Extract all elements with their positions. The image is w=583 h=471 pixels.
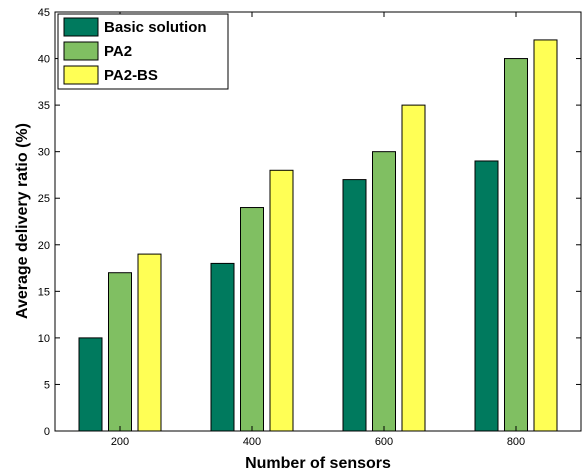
y-axis: 0 5 10 15 20 25 30 35 40 45 [38,7,581,438]
legend-swatch [63,17,99,37]
y-tick-label: 0 [44,426,50,438]
y-tick-label: 25 [38,193,50,205]
x-axis-title: Number of sensors [245,455,391,471]
y-tick-label: 30 [38,147,50,159]
y-tick-label: 5 [44,379,50,391]
legend-swatch [63,41,99,61]
bar-basic-solution-400 [210,262,235,432]
x-axis: 200 400 600 800 [111,12,525,448]
y-tick-label: 20 [38,240,50,252]
y-axis-title: Average delivery ratio (%) [14,123,31,319]
bar-basic-solution-200 [78,337,103,432]
bar-basic-solution-600 [342,179,367,432]
y-tick-label: 15 [38,286,50,298]
x-tick-label: 200 [111,436,129,448]
x-tick-label: 800 [507,436,525,448]
y-tick-label: 10 [38,333,50,345]
bar-pa2-200 [108,272,132,432]
bar-pa2-bs-600 [401,104,426,432]
legend-label: Basic solution [104,19,207,36]
y-tick-label: 35 [38,100,50,112]
x-tick-label: 600 [375,436,393,448]
legend-label: PA2 [104,43,132,60]
bar-pa2-600 [372,151,396,432]
bar-pa2-bs-400 [269,169,294,432]
y-tick-label: 40 [38,54,50,66]
bar-pa2-bs-200 [137,253,162,432]
plot-frame [54,11,582,432]
bar-basic-solution-800 [474,160,499,432]
legend: Basic solution PA2 PA2-BS [57,13,229,90]
legend-label: PA2-BS [104,67,158,84]
bars-layer [78,39,558,432]
bar-pa2-bs-800 [533,39,558,432]
bar-pa2-800 [504,58,528,432]
bar-pa2-400 [240,207,264,432]
legend-swatch [63,65,99,85]
x-tick-label: 400 [243,436,261,448]
y-tick-label: 45 [38,7,50,19]
